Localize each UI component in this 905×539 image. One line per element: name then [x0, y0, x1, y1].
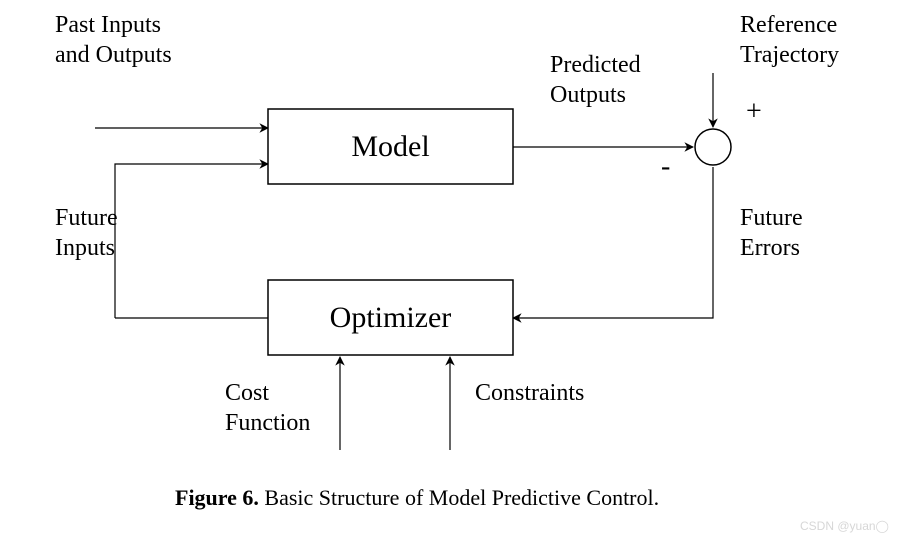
summing-junction [695, 129, 731, 165]
constraints-label: Constraints [475, 380, 584, 406]
sum-plus-sign: + [746, 96, 762, 127]
future-inputs-label-1: Future [55, 205, 118, 231]
predicted-outputs-label-2: Outputs [550, 82, 626, 108]
future-inputs-label-2: Inputs [55, 235, 115, 261]
cost-function-label-2: Function [225, 410, 310, 436]
watermark: CSDN @yuan◯ [800, 519, 889, 533]
future-errors-label-1: Future [740, 205, 803, 231]
figure-caption-text: Basic Structure of Model Predictive Cont… [259, 485, 659, 510]
past-inputs-label-2: and Outputs [55, 42, 172, 68]
future-to-model [115, 164, 268, 318]
future-errors-label-2: Errors [740, 235, 800, 261]
optimizer-label: Optimizer [330, 301, 452, 334]
sum-minus-sign: - [661, 151, 670, 182]
reference-trajectory-label-2: Trajectory [740, 42, 839, 68]
past-inputs-label-1: Past Inputs [55, 12, 161, 38]
model-label: Model [351, 130, 429, 163]
figure-caption: Figure 6. Basic Structure of Model Predi… [175, 485, 659, 510]
sum-to-optimizer [513, 167, 713, 318]
reference-trajectory-label-1: Reference [740, 12, 837, 38]
cost-function-label-1: Cost [225, 380, 269, 406]
predicted-outputs-label-1: Predicted [550, 52, 641, 78]
figure-caption-bold: Figure 6. [175, 485, 259, 510]
